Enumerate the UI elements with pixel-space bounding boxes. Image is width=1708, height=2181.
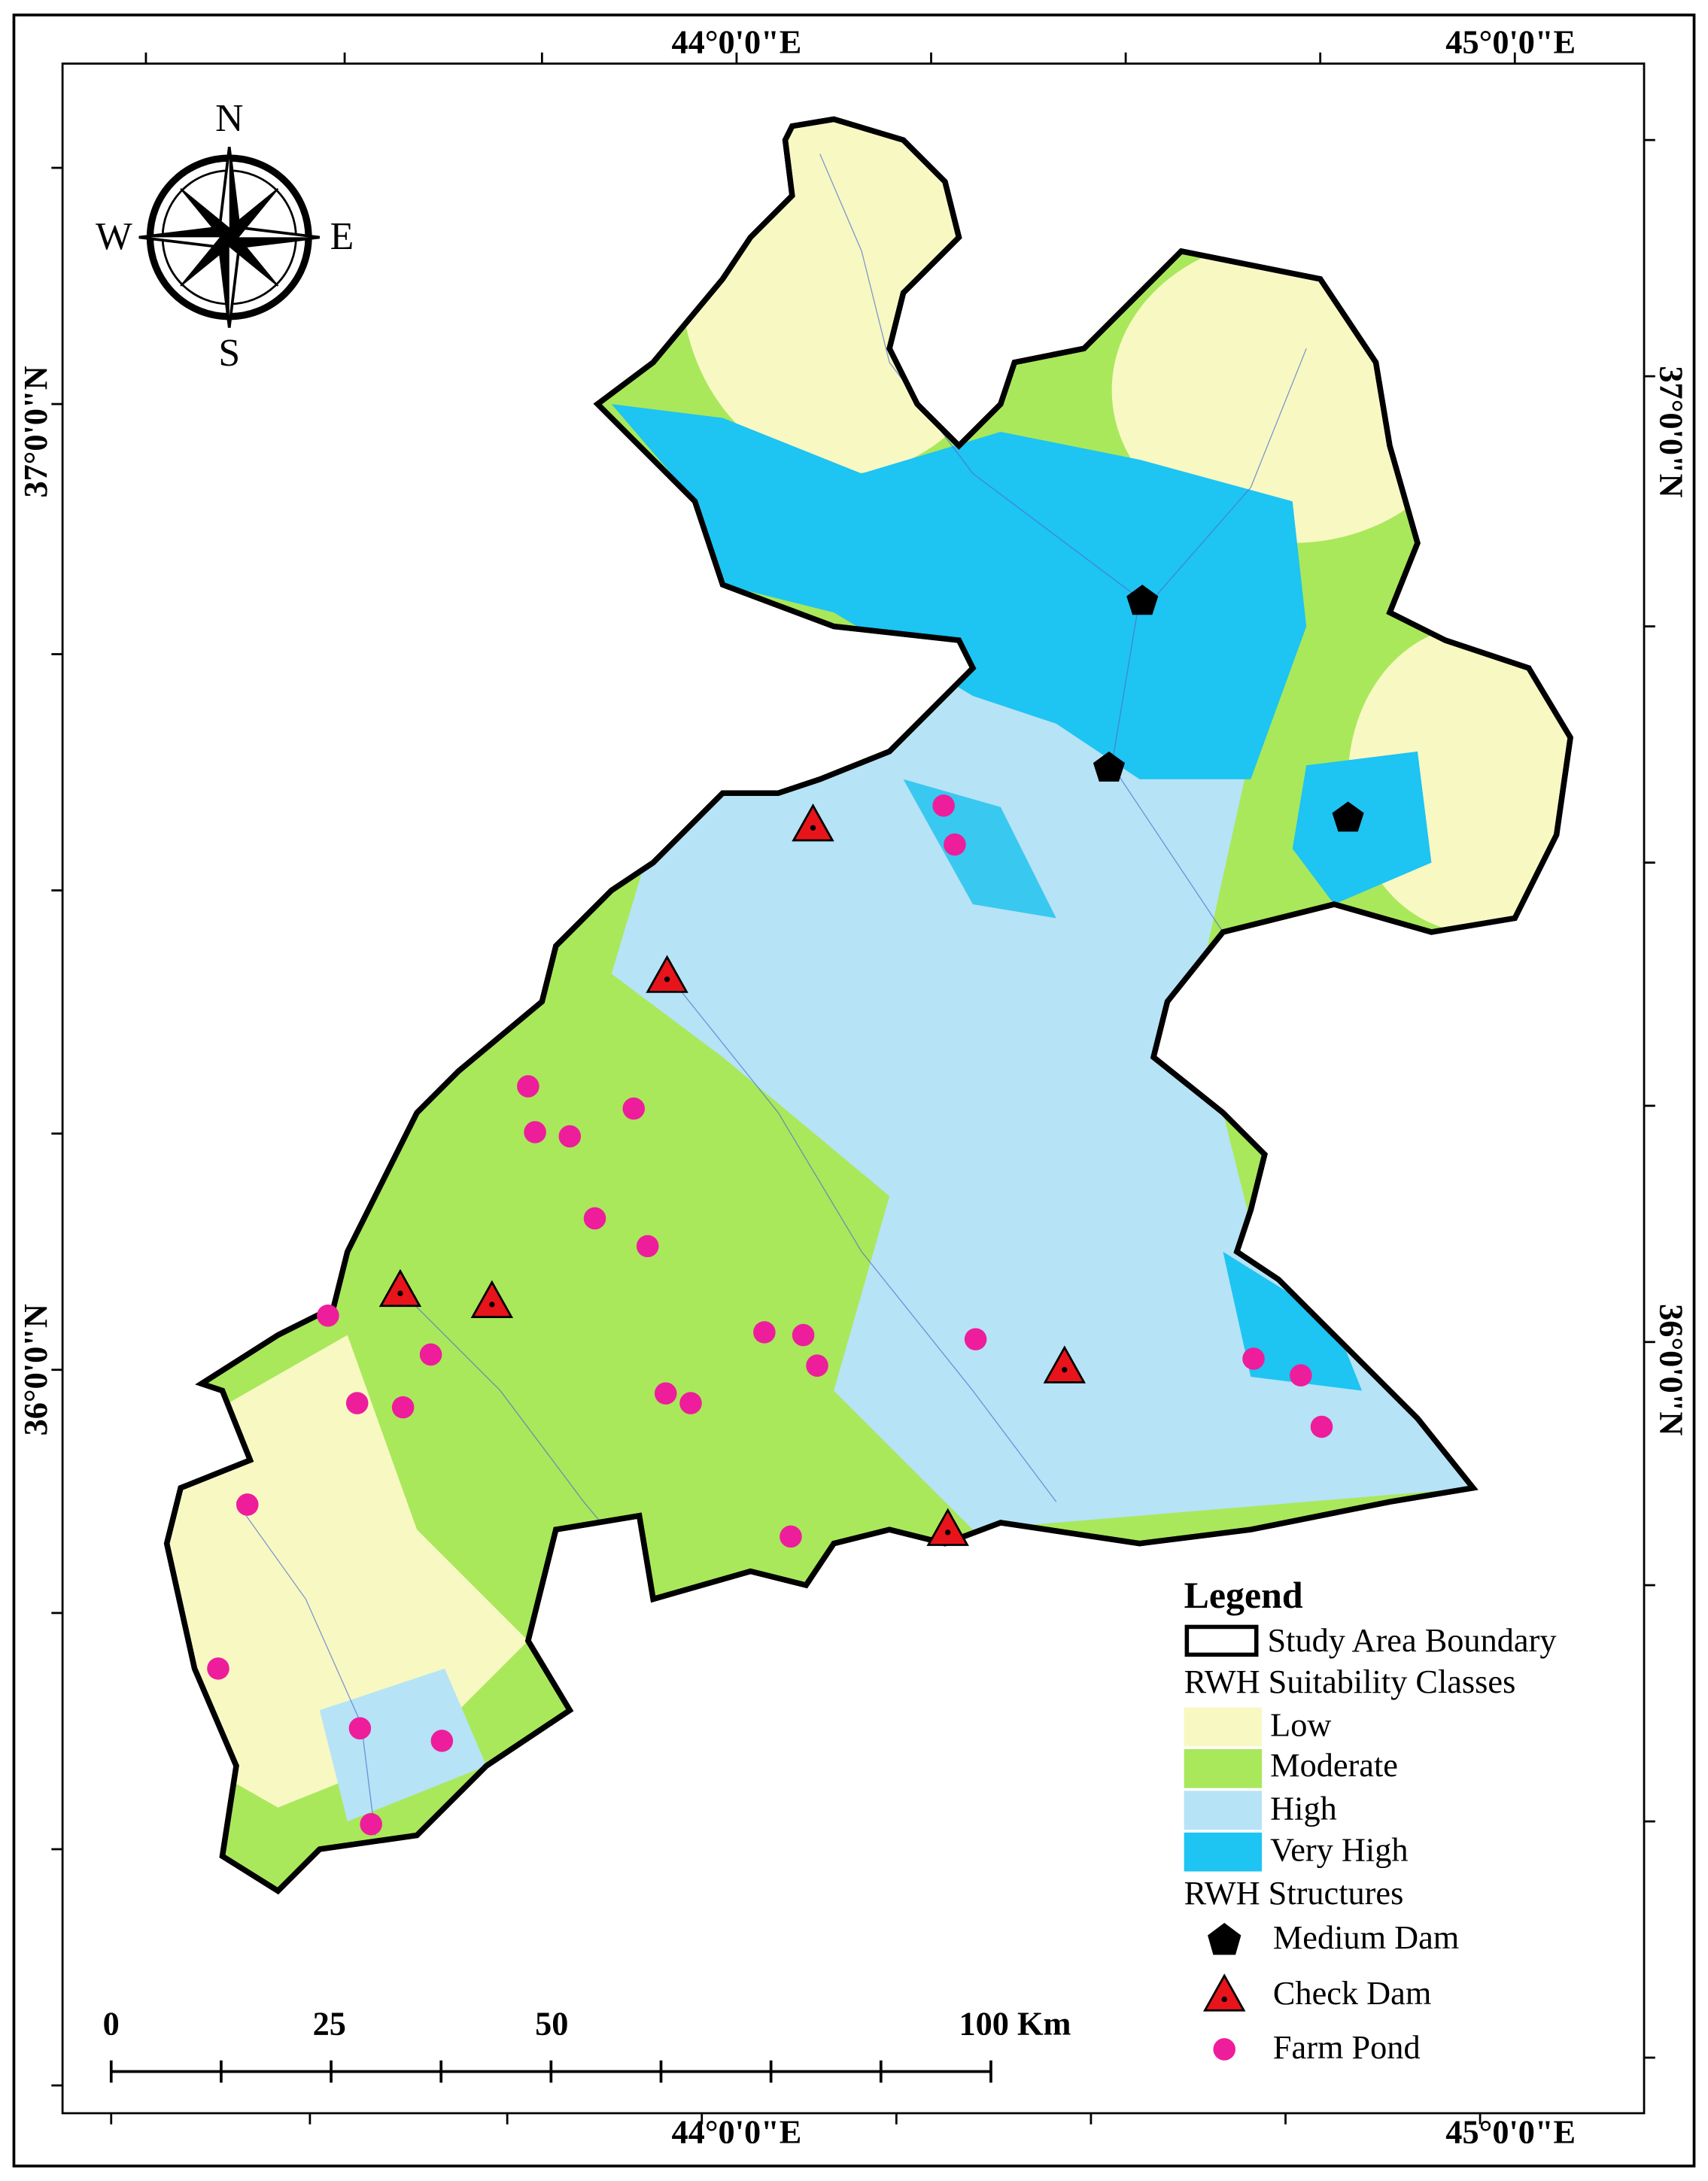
farm-pond (317, 1304, 339, 1327)
check-dam (646, 955, 688, 993)
farm-pond (964, 1328, 987, 1350)
farm-pond (360, 1812, 382, 1836)
right-coordinate: 37°0'0"N (1652, 366, 1689, 497)
low-swatch (1184, 1707, 1263, 1747)
legend-label: Very High (1270, 1832, 1408, 1869)
check-dam-dot (489, 1302, 495, 1308)
check-dam-dot (1062, 1367, 1068, 1373)
farm-pond (345, 1392, 369, 1414)
check-dam (378, 1268, 422, 1308)
moderate-swatch (1184, 1748, 1263, 1788)
farm-pond (419, 1343, 442, 1366)
farm-pond (1242, 1347, 1265, 1370)
farm-pond (430, 1730, 454, 1752)
medium-dam (1332, 801, 1364, 832)
check-dam-dot (944, 1529, 951, 1536)
legend: Legend Study Area Boundary RWH Suitabili… (1184, 1575, 1556, 2066)
farm-pond (236, 1493, 259, 1516)
farm-pond-symbol (1213, 2038, 1236, 2061)
farm-pond (679, 1392, 702, 1414)
high-swatch (1184, 1791, 1263, 1830)
legend-label: Moderate (1270, 1747, 1398, 1784)
high-zone (319, 1668, 487, 1822)
left-coordinate: 37°0'0"N (17, 366, 54, 497)
farm-pond (636, 1235, 659, 1258)
legend-label: Study Area Boundary (1267, 1622, 1556, 1659)
scale-label: 100 Km (959, 2006, 1071, 2043)
legend-label: Medium Dam (1273, 1919, 1459, 1956)
medium-dam (1126, 585, 1159, 615)
boundary-swatch (1184, 1624, 1259, 1657)
legend-label: High (1270, 1790, 1337, 1827)
very-high-swatch (1184, 1832, 1263, 1872)
farm-pond (780, 1525, 802, 1548)
legend-title: Legend (1184, 1575, 1303, 1616)
check-dam-symbol (1203, 1973, 1246, 2012)
farm-pond (207, 1657, 229, 1680)
legend-label: Low (1270, 1706, 1331, 1743)
compass-west: W (96, 215, 132, 258)
farm-pond (792, 1323, 815, 1347)
scale-label: 50 (535, 2006, 568, 2043)
top-coordinate: 45°0'0"E (1445, 24, 1576, 61)
compass-south: S (218, 332, 240, 375)
compass-east: E (330, 215, 354, 258)
farm-pond (753, 1321, 776, 1344)
farm-pond (1310, 1415, 1333, 1438)
check-dam (1043, 1345, 1086, 1384)
medium-dam (1093, 751, 1125, 782)
farm-pond (348, 1717, 372, 1740)
right-coordinate: 36°0'0"N (1652, 1304, 1689, 1435)
scale-ticks (109, 2060, 992, 2083)
bottom-coordinate: 44°0'0"E (672, 2114, 802, 2151)
structures-layer (207, 585, 1364, 1836)
legend-label: Check Dam (1273, 1975, 1431, 2012)
frame-ticks (51, 52, 1655, 2125)
scale-bar: 0 25 50 100 Km (103, 2006, 1071, 2083)
farm-pond (517, 1075, 539, 1098)
very-high-zone (1292, 751, 1432, 904)
farm-pond (806, 1354, 828, 1377)
check-dam-dot (397, 1290, 403, 1296)
check-dam (792, 803, 834, 842)
legend-label: Farm Pond (1273, 2029, 1421, 2066)
farm-pond (558, 1125, 582, 1148)
check-dam-dot (810, 825, 816, 831)
check-dam (470, 1280, 514, 1318)
top-coordinate: 44°0'0"E (672, 24, 802, 61)
bottom-coordinate: 45°0'0"E (1445, 2114, 1576, 2151)
boundary-line (163, 116, 1573, 1895)
farm-pond (944, 833, 966, 856)
legend-heading: RWH Suitability Classes (1184, 1663, 1516, 1700)
farm-pond (654, 1382, 677, 1405)
compass-star-shade (138, 147, 320, 328)
compass-diagonal (180, 188, 279, 287)
farm-pond (932, 794, 955, 817)
check-dam-dot (1221, 1996, 1227, 2003)
scale-label: 0 (103, 2006, 120, 2043)
north-arrow: N S E W (96, 97, 354, 375)
farm-pond (622, 1097, 646, 1120)
scale-label: 25 (313, 2006, 346, 2043)
farm-pond (524, 1121, 546, 1144)
medium-dam-symbol (1208, 1922, 1241, 1955)
farm-pond (1290, 1364, 1312, 1387)
farm-pond (583, 1207, 606, 1230)
check-dam (926, 1508, 969, 1546)
farm-pond (391, 1396, 415, 1419)
very-high-zone (611, 404, 1307, 779)
legend-heading: RWH Structures (1184, 1875, 1404, 1912)
check-dam-dot (664, 977, 670, 983)
compass-north: N (215, 97, 243, 140)
left-coordinate: 36°0'0"N (17, 1304, 54, 1435)
